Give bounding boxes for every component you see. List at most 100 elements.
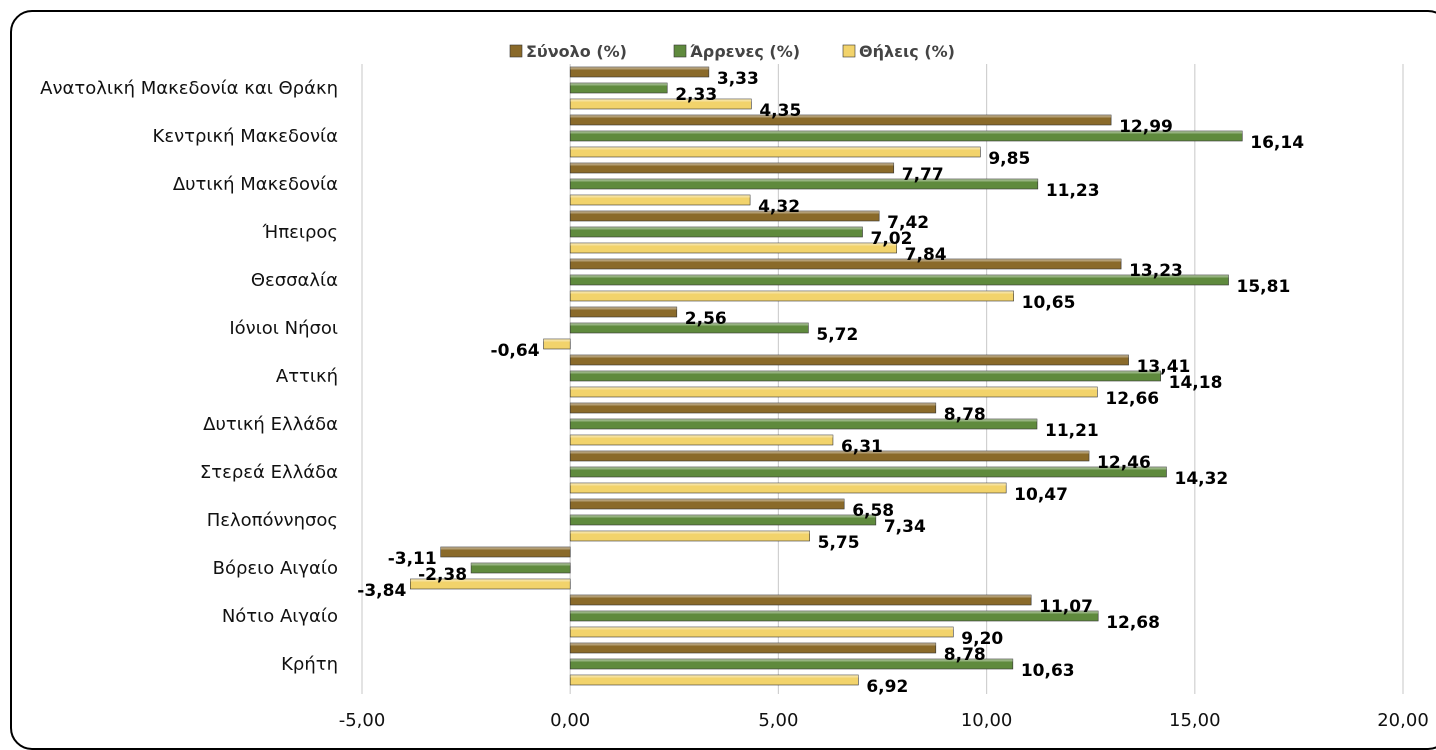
legend-swatch <box>673 44 687 58</box>
bar <box>470 562 571 574</box>
data-label: 12,46 <box>1097 453 1151 473</box>
data-label: 16,14 <box>1250 133 1304 153</box>
bar <box>569 434 834 446</box>
bar-highlight <box>570 611 1099 614</box>
data-label: 7,84 <box>905 245 947 265</box>
bar <box>569 674 859 686</box>
bar <box>569 178 1039 190</box>
bar-highlight <box>570 435 833 438</box>
x-tick-label: -5,00 <box>339 710 386 729</box>
bar <box>569 98 752 110</box>
data-label: 9,20 <box>961 629 1003 649</box>
legend: Σύνολο (%) Άρρενες (%) Θήλεις (%) <box>509 42 955 61</box>
data-label: 11,07 <box>1039 597 1093 617</box>
bar <box>569 130 1243 142</box>
data-label: 2,56 <box>685 309 727 329</box>
bar-highlight <box>570 387 1098 390</box>
bar-highlight <box>543 339 571 342</box>
bar <box>569 466 1167 478</box>
bar-highlight <box>570 451 1090 454</box>
bar <box>569 66 710 78</box>
bar <box>569 642 937 654</box>
bar <box>569 370 1161 382</box>
bar <box>569 194 751 206</box>
bar-highlight <box>570 675 859 678</box>
x-tick-label: 0,00 <box>550 710 590 729</box>
bar <box>569 146 981 158</box>
data-label: 12,68 <box>1106 613 1160 633</box>
data-label: 11,21 <box>1045 421 1099 441</box>
data-label: 5,72 <box>816 325 858 345</box>
data-label: -3,11 <box>388 549 437 569</box>
bar <box>569 226 863 238</box>
bar-highlight <box>570 163 894 166</box>
category-label: Δυτική Μακεδονία <box>173 174 338 195</box>
data-label: 10,63 <box>1021 661 1075 681</box>
bar <box>569 450 1090 462</box>
bar-highlight <box>570 355 1129 358</box>
bar-highlight <box>570 371 1161 374</box>
data-label: 10,65 <box>1022 293 1076 313</box>
data-label: 7,34 <box>884 517 926 537</box>
bar <box>569 162 895 174</box>
data-label: 8,78 <box>944 645 986 665</box>
bar-highlight <box>570 627 954 630</box>
bar <box>569 626 954 638</box>
legend-label: Σύνολο (%) <box>526 42 627 61</box>
data-label: 7,02 <box>871 229 913 249</box>
bar-highlight <box>410 579 571 582</box>
bar-highlight <box>471 563 571 566</box>
data-label: -3,84 <box>357 581 406 601</box>
category-label: Ήπειρος <box>262 222 338 243</box>
x-tick-label: 5,00 <box>758 710 798 729</box>
bar <box>569 322 809 334</box>
bar <box>569 354 1129 366</box>
bar-highlight <box>570 307 677 310</box>
bar-highlight <box>570 515 876 518</box>
bar <box>543 338 571 350</box>
bar-highlight <box>570 259 1122 262</box>
category-label: Νότιο Αιγαίο <box>222 606 338 627</box>
bar <box>569 418 1038 430</box>
bar-highlight <box>570 595 1032 598</box>
bar <box>569 274 1229 286</box>
x-axis-ticks: -5,00 0,00 5,00 10,00 15,00 20,00 <box>339 710 1429 729</box>
category-label: Δυτική Ελλάδα <box>203 414 338 435</box>
bar-highlight <box>570 483 1007 486</box>
bar <box>569 594 1032 606</box>
bar-highlight <box>570 211 880 214</box>
legend-label: Θήλεις (%) <box>859 42 955 61</box>
bar <box>569 114 1112 126</box>
bars <box>410 66 1243 686</box>
category-labels: Ανατολική Μακεδονία και Θράκη Κεντρική Μα… <box>40 78 338 675</box>
data-label: 6,31 <box>841 437 883 457</box>
bar <box>569 306 678 318</box>
bar-highlight <box>570 99 752 102</box>
data-label: 7,77 <box>902 165 944 185</box>
data-label: 12,66 <box>1105 389 1159 409</box>
bar-highlight <box>570 227 863 230</box>
bar <box>569 290 1014 302</box>
bar <box>569 610 1099 622</box>
x-tick-label: 20,00 <box>1377 710 1429 729</box>
data-label: 12,99 <box>1119 117 1173 137</box>
bar-highlight <box>570 499 845 502</box>
bar <box>569 514 877 526</box>
category-label: Πελοπόννησος <box>207 510 338 531</box>
data-label: -2,38 <box>418 565 467 585</box>
bar <box>569 530 810 542</box>
data-label: 6,92 <box>866 677 908 697</box>
data-label: 8,78 <box>944 405 986 425</box>
bar <box>569 258 1122 270</box>
bar-highlight <box>440 547 571 550</box>
x-tick-label: 15,00 <box>1169 710 1221 729</box>
bar-highlight <box>570 147 981 150</box>
data-label: 2,33 <box>675 85 717 105</box>
bar-highlight <box>570 291 1014 294</box>
category-label: Κεντρική Μακεδονία <box>153 126 338 147</box>
data-label: 9,85 <box>988 149 1030 169</box>
bar <box>410 578 571 590</box>
bar-highlight <box>570 195 751 198</box>
data-label: 4,35 <box>759 101 801 121</box>
data-label: 13,41 <box>1137 357 1191 377</box>
